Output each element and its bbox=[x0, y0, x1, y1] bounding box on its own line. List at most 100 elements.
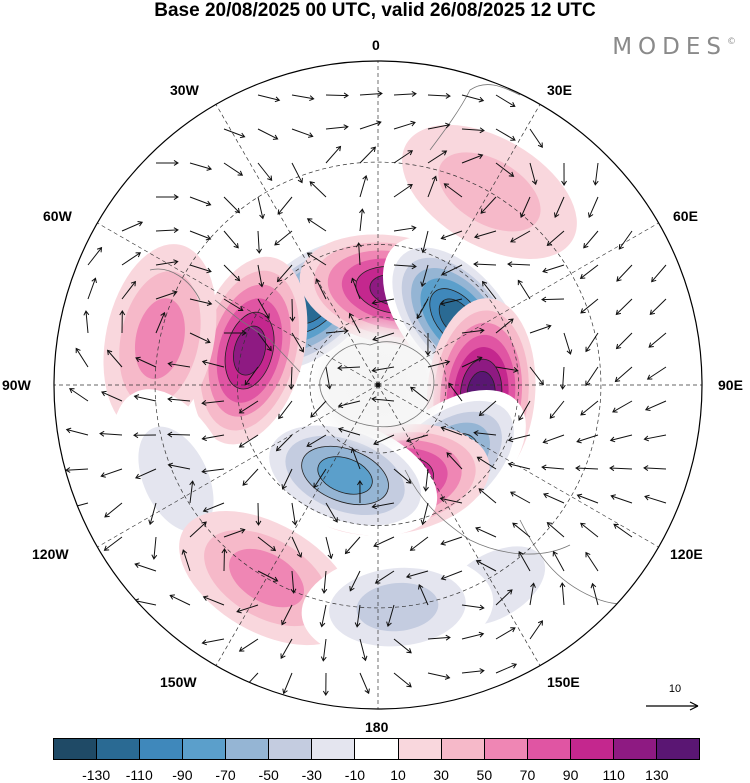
colorbar-tick-label: 110 bbox=[602, 767, 625, 783]
wind-arrow bbox=[325, 145, 342, 164]
wind-arrow bbox=[291, 332, 304, 353]
wind-arrow bbox=[529, 128, 543, 149]
wind-arrow bbox=[507, 461, 531, 470]
wind-arrow bbox=[155, 259, 179, 266]
colorbar-cell bbox=[268, 739, 312, 759]
wind-arrow bbox=[373, 536, 395, 548]
parallel-circle bbox=[309, 316, 447, 454]
wind-arrow bbox=[542, 434, 565, 444]
wind-arrow bbox=[616, 264, 633, 282]
wind-arrow bbox=[518, 551, 531, 572]
lon-label-120w: 120W bbox=[32, 546, 69, 562]
wind-arrow bbox=[373, 434, 395, 446]
wind-arrow bbox=[643, 434, 667, 442]
wind-arrow bbox=[473, 230, 497, 239]
colorbar-cell bbox=[397, 739, 441, 759]
colorbar-cell bbox=[96, 739, 140, 759]
wind-arrow bbox=[223, 196, 241, 214]
colorbar-cell bbox=[225, 739, 269, 759]
wind-arrow bbox=[65, 427, 89, 436]
wind-arrow bbox=[418, 583, 429, 606]
wind-arrow bbox=[65, 467, 89, 473]
wind-arrow bbox=[552, 550, 565, 572]
wind-arrow bbox=[585, 366, 599, 387]
wind-arrow bbox=[473, 430, 497, 436]
wind-arrow bbox=[278, 400, 293, 420]
anomaly-contour bbox=[229, 548, 305, 608]
wind-arrow bbox=[325, 502, 338, 523]
wind-arrow bbox=[291, 502, 298, 526]
wind-arrow bbox=[615, 332, 633, 350]
wind-arrow bbox=[446, 452, 463, 470]
colorbar-tick-label: -50 bbox=[258, 767, 279, 783]
wind-arrow bbox=[371, 502, 395, 510]
wind-arrow bbox=[427, 122, 451, 130]
lon-label-60w: 60W bbox=[43, 208, 72, 224]
wind-arrow bbox=[223, 162, 244, 176]
wind-arrow bbox=[359, 638, 368, 662]
wind-arrow bbox=[443, 183, 463, 198]
wind-arrow bbox=[461, 604, 485, 611]
wind-arrow bbox=[425, 332, 431, 356]
wind-arrow bbox=[371, 366, 395, 373]
wind-arrow bbox=[291, 536, 303, 558]
wind-arrow bbox=[609, 465, 633, 472]
colorbar-tick-label: -70 bbox=[215, 767, 236, 783]
wind-arrow bbox=[559, 366, 566, 390]
wind-arrow bbox=[151, 536, 158, 560]
wind-arrow bbox=[99, 430, 123, 437]
wind-arrow bbox=[553, 196, 565, 218]
wind-arrow bbox=[257, 128, 279, 140]
lon-label-120e: 120E bbox=[670, 546, 703, 562]
colorbar-tick-label: 10 bbox=[390, 767, 406, 783]
wind-arrow bbox=[349, 570, 361, 592]
colorbar-tick-label: -110 bbox=[125, 767, 153, 783]
wind-arrow bbox=[543, 492, 565, 504]
map-boundary bbox=[53, 60, 703, 710]
meridian-line bbox=[97, 384, 379, 548]
colorbar-tick-label: -10 bbox=[344, 767, 366, 783]
wind-arrow bbox=[480, 196, 497, 214]
wind-arrow bbox=[461, 127, 485, 134]
wind-arrow bbox=[541, 464, 565, 471]
colorbar-tick-label: -30 bbox=[301, 767, 322, 783]
wind-arrow bbox=[461, 668, 485, 674]
wind-arrow bbox=[167, 396, 191, 403]
wind-arrow bbox=[440, 230, 463, 240]
wind-arrow bbox=[167, 431, 191, 438]
wind-arrow bbox=[519, 196, 531, 218]
wind-arrow bbox=[121, 221, 144, 232]
meridian-line bbox=[215, 384, 379, 666]
wind-arrow bbox=[420, 264, 429, 288]
meridian-line bbox=[377, 222, 659, 386]
wind-arrow bbox=[257, 298, 270, 319]
wind-arrow bbox=[255, 502, 262, 526]
wind-arrow bbox=[592, 162, 599, 186]
wind-arrow bbox=[478, 488, 497, 504]
wind-arrow bbox=[133, 394, 157, 402]
wind-arrow bbox=[427, 359, 451, 368]
wind-arrow bbox=[576, 434, 599, 444]
brand-text: MODES bbox=[612, 34, 727, 60]
colorbar-cell bbox=[54, 739, 97, 759]
lon-label-150e: 150E bbox=[547, 674, 580, 690]
wind-arrow bbox=[518, 400, 531, 421]
wind-arrow bbox=[529, 620, 543, 640]
wind-arrow bbox=[202, 595, 225, 606]
wind-arrow bbox=[75, 347, 89, 368]
colorbar-cell bbox=[440, 739, 484, 759]
wind-arrow bbox=[321, 570, 328, 594]
wind-arrow bbox=[393, 150, 414, 164]
wind-arrow bbox=[542, 264, 565, 274]
colorbar-cell bbox=[526, 739, 570, 759]
wind-arrow bbox=[357, 480, 363, 504]
wind-arrow bbox=[87, 277, 97, 300]
wind-arrow bbox=[155, 160, 179, 166]
wind-arrow bbox=[288, 366, 295, 390]
wind-arrow bbox=[83, 310, 90, 334]
wind-arrow bbox=[427, 672, 451, 680]
wind-arrow bbox=[155, 290, 178, 300]
wind-arrow bbox=[355, 242, 362, 266]
map-title: Base 20/08/2025 00 UTC, valid 26/08/2025… bbox=[154, 0, 596, 21]
